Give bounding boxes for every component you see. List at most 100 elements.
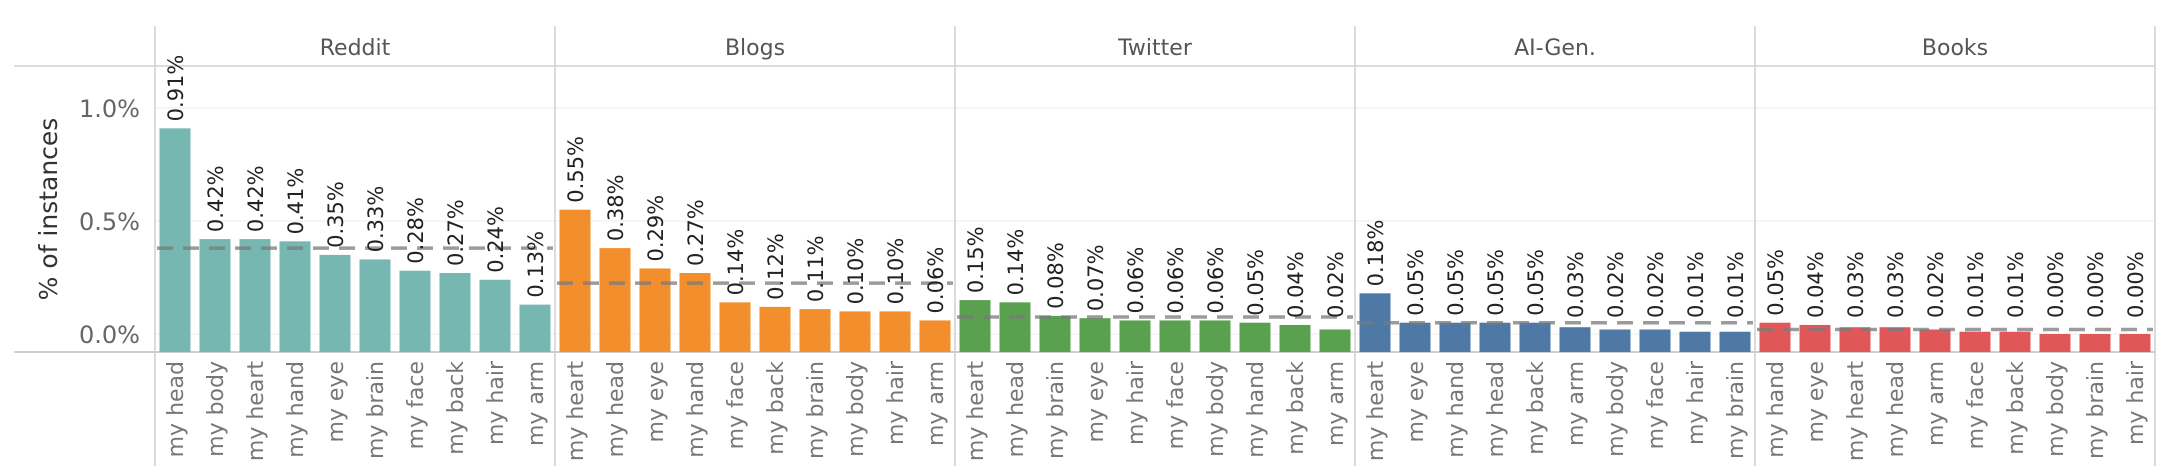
value-label: 0.12% [764, 233, 788, 300]
category-label: my back [1284, 361, 1309, 455]
value-label: 0.00% [2084, 251, 2108, 318]
category-label: my brain [364, 361, 389, 459]
value-label: 0.05% [1764, 249, 1788, 316]
value-label: 0.10% [844, 238, 868, 305]
value-label: 0.05% [1404, 249, 1428, 316]
y-tick-label: 0.5% [79, 208, 140, 236]
bar [1679, 331, 1711, 352]
value-label: 0.42% [204, 165, 228, 232]
category-label: my hair [2124, 360, 2149, 445]
value-label: 0.00% [2124, 251, 2148, 318]
bar [479, 279, 511, 352]
category-label: my body [204, 361, 229, 457]
value-label: 0.02% [1324, 251, 1348, 318]
value-label: 0.06% [1164, 247, 1188, 314]
panel-title: Twitter [1117, 36, 1193, 61]
bar [599, 248, 631, 352]
bar [1519, 322, 1551, 352]
category-label: my arm [924, 361, 949, 446]
bar [1239, 322, 1271, 352]
category-label: my heart [564, 361, 589, 461]
bar [159, 128, 191, 352]
category-label: my arm [1564, 361, 1589, 446]
bar [1039, 315, 1071, 352]
value-label: 0.01% [1964, 251, 1988, 318]
value-label: 0.01% [1724, 251, 1748, 318]
category-label: my face [1164, 361, 1189, 449]
category-label: my arm [1924, 361, 1949, 446]
bar [799, 309, 831, 352]
category-label: my eye [1404, 361, 1429, 443]
category-label: my back [1524, 361, 1549, 455]
value-label: 0.08% [1044, 242, 1068, 309]
bar [1319, 329, 1351, 352]
bar [1399, 322, 1431, 352]
value-label: 0.06% [1204, 247, 1228, 314]
bar [239, 239, 271, 352]
category-label: my head [1484, 361, 1509, 457]
bar [879, 311, 911, 352]
bar [1279, 324, 1311, 352]
bar [1999, 331, 2031, 352]
category-label: my heart [244, 361, 269, 461]
category-label: my hand [1764, 361, 1789, 458]
value-label: 0.28% [404, 197, 428, 264]
value-label: 0.02% [1604, 251, 1628, 318]
y-tick-label: 1.0% [79, 95, 140, 123]
value-label: 0.27% [684, 199, 708, 266]
bar [1079, 318, 1111, 352]
panel-title: Reddit [320, 36, 391, 61]
category-label: my eye [324, 361, 349, 443]
value-label: 0.02% [1644, 251, 1668, 318]
value-label: 0.18% [1364, 220, 1388, 287]
text-layer: 0.0% 0.5% 1.0% % of instances Reddit 0.91% my … [34, 36, 2149, 461]
value-label: 0.05% [1444, 249, 1468, 316]
category-label: my brain [804, 361, 829, 459]
bar [1479, 322, 1511, 352]
value-label: 0.05% [1484, 249, 1508, 316]
bar [839, 311, 871, 352]
category-label: my brain [1044, 361, 1069, 459]
value-label: 0.10% [884, 238, 908, 305]
category-label: my hair [884, 360, 909, 445]
bar [959, 300, 991, 352]
value-label: 0.03% [1844, 251, 1868, 318]
panel-title: Books [1922, 36, 1988, 61]
category-label: my head [1884, 361, 1909, 457]
bar [1839, 327, 1871, 352]
bar [1159, 320, 1191, 352]
category-label: my body [844, 361, 869, 457]
category-label: my hand [684, 361, 709, 458]
mean-lines-layer [157, 246, 2153, 332]
bar [1879, 327, 1911, 352]
y-axis-label: % of instances [34, 118, 63, 301]
value-label: 0.06% [1124, 247, 1148, 314]
category-label: my arm [1324, 361, 1349, 446]
value-label: 0.04% [1284, 251, 1308, 318]
bar [919, 320, 951, 352]
category-label: my face [404, 361, 429, 449]
value-label: 0.13% [524, 231, 548, 298]
category-label: my eye [644, 361, 669, 443]
bar [1639, 329, 1671, 352]
bar [1959, 331, 1991, 352]
category-label: my heart [964, 361, 989, 461]
bar [1599, 329, 1631, 352]
bar [1439, 322, 1471, 352]
bar [199, 239, 231, 352]
value-label: 0.38% [604, 174, 628, 241]
value-label: 0.14% [1004, 229, 1028, 296]
panel-title: AI-Gen. [1514, 36, 1596, 61]
category-label: my face [724, 361, 749, 449]
bar [639, 268, 671, 352]
category-label: my back [444, 361, 469, 455]
value-label: 0.91% [164, 55, 188, 122]
bar [1559, 327, 1591, 352]
bar [999, 302, 1031, 352]
value-label: 0.07% [1084, 244, 1108, 311]
value-label: 0.00% [2044, 251, 2068, 318]
category-label: my hair [484, 360, 509, 445]
bars-layer [159, 128, 2151, 352]
category-label: my brain [1724, 361, 1749, 459]
